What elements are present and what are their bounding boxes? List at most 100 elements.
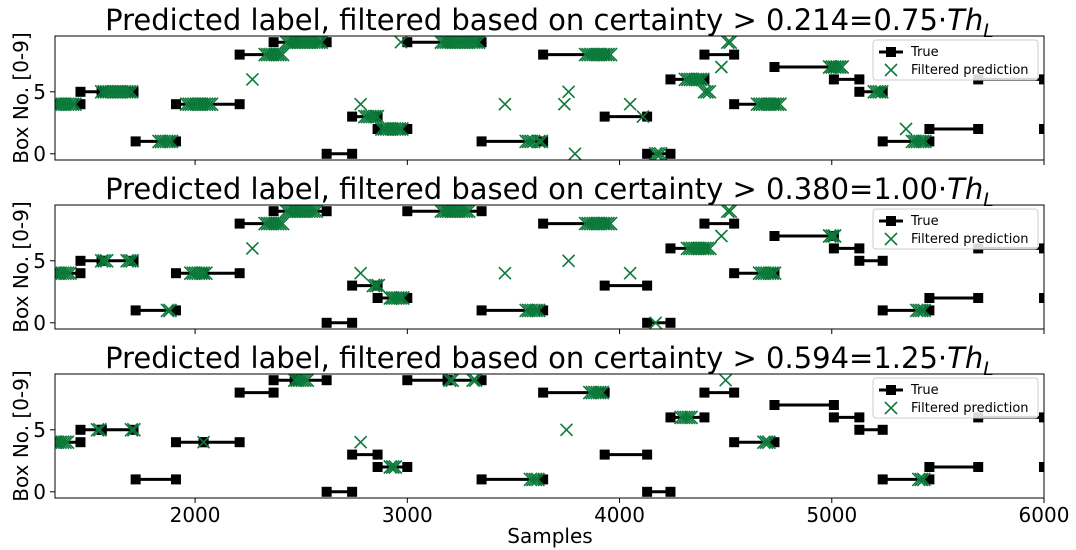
prediction-marker [909, 303, 924, 318]
prediction-marker [720, 36, 735, 50]
prediction-marker [760, 266, 775, 281]
prediction-marker [590, 385, 605, 400]
prediction-marker [60, 266, 75, 281]
prediction-marker [265, 216, 280, 231]
legend-box [872, 208, 1039, 250]
prediction-marker [164, 134, 179, 149]
prediction-marker [454, 205, 469, 219]
true-marker [538, 136, 549, 147]
prediction-marker [832, 59, 847, 75]
prediction-marker [702, 241, 718, 256]
prediction-marker [827, 228, 842, 244]
prediction-marker [680, 72, 695, 87]
true-marker [1039, 243, 1044, 254]
y-tick-label: 5 [33, 80, 46, 104]
legend: True Filtered prediction [872, 377, 1039, 419]
true-marker [321, 486, 332, 497]
true-marker [402, 375, 413, 386]
prediction-marker [62, 266, 78, 281]
prediction-marker [124, 422, 139, 437]
prediction-marker [192, 97, 207, 112]
prediction-marker [273, 47, 288, 62]
prediction-marker [286, 36, 301, 50]
prediction-marker [92, 422, 108, 437]
true-marker [347, 449, 358, 460]
true-marker [372, 293, 383, 303]
prediction-marker [586, 47, 601, 62]
x-axis-label: Samples [507, 524, 592, 548]
plot-area [55, 36, 1044, 160]
true-marker [699, 412, 710, 423]
prediction-marker [265, 47, 280, 62]
prediction-marker [531, 303, 546, 318]
prediction-marker [439, 205, 454, 219]
true-marker [347, 148, 358, 159]
true-marker [699, 49, 710, 60]
prediction-marker [281, 205, 296, 219]
prediction-marker [120, 253, 135, 268]
prediction-marker [456, 36, 471, 50]
true-marker [665, 74, 676, 85]
prediction-marker [534, 134, 549, 149]
prediction-marker [678, 72, 693, 87]
prediction-marker [603, 47, 618, 62]
prediction-marker [681, 410, 696, 425]
true-marker [268, 387, 279, 398]
prediction-marker [263, 216, 278, 231]
prediction-marker [914, 472, 929, 487]
prediction-marker [268, 216, 283, 231]
prediction-marker [700, 241, 715, 256]
true-marker [75, 255, 86, 266]
true-marker [599, 280, 610, 291]
prediction-marker [588, 47, 603, 62]
true-marker [599, 449, 610, 460]
prediction-marker [186, 266, 201, 281]
title-subscript: L [983, 20, 994, 42]
prediction-marker [299, 36, 314, 50]
panel-title: Predicted label, filtered based on certa… [105, 3, 994, 42]
prediction-marker [160, 303, 175, 318]
prediction-marker [578, 47, 593, 62]
true-marker [170, 474, 181, 485]
true-marker [1039, 462, 1044, 472]
true-marker [699, 387, 710, 398]
axes-frame [54, 35, 1045, 161]
y-tick-label: 0 [33, 480, 46, 504]
prediction-marker [690, 241, 705, 256]
true-marker [321, 206, 332, 217]
prediction-marker [394, 36, 408, 49]
prediction-marker [268, 47, 283, 62]
prediction-marker [107, 84, 122, 99]
prediction-marker [521, 303, 536, 318]
prediction-marker [119, 84, 134, 99]
title-subscript: L [983, 189, 994, 211]
true-marker [769, 400, 780, 410]
prediction-marker [191, 266, 206, 281]
true-marker [170, 136, 181, 147]
prediction-marker [559, 423, 574, 437]
title-symbol: Th [947, 341, 983, 375]
prediction-marker [905, 134, 920, 149]
prediction-marker [595, 385, 610, 400]
prediction-marker [690, 72, 705, 87]
prediction-marker [498, 97, 512, 111]
true-marker [973, 124, 984, 134]
prediction-marker [679, 410, 694, 425]
prediction-marker [757, 97, 773, 112]
prediction-marker [104, 84, 119, 99]
true-marker [642, 280, 653, 291]
prediction-marker [122, 84, 137, 99]
prediction-marker [109, 84, 124, 99]
true-marker [854, 412, 865, 423]
true-marker [729, 387, 740, 398]
true-marker [442, 375, 453, 386]
true-marker [642, 317, 653, 328]
prediction-marker [197, 97, 212, 112]
prediction-marker [245, 72, 259, 86]
prediction-marker [55, 435, 70, 450]
true-marker [828, 412, 839, 423]
true-marker [877, 305, 888, 316]
prediction-marker [299, 205, 314, 219]
prediction-marker [161, 134, 177, 149]
prediction-marker [377, 121, 392, 137]
